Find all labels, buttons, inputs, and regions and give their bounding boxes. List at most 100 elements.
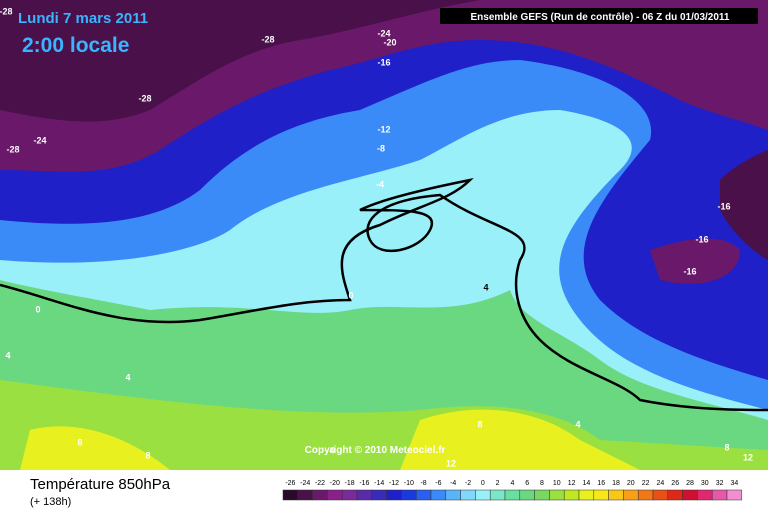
scale-label: 6 [525,480,529,487]
scale-label: 14 [583,480,591,487]
scale-swatch [593,489,609,501]
contour-label: 4 [483,282,488,292]
scale-swatch [371,489,387,501]
contour-label: 12 [743,452,753,462]
scale-label: 0 [481,480,485,487]
contour-label: -24 [377,28,390,38]
scale-label: 8 [540,480,544,487]
scale-swatch [697,489,713,501]
scale-label: 2 [496,480,500,487]
scale-label: 10 [553,480,561,487]
local-time: 2:00 locale [22,34,129,57]
scale-swatch [637,489,654,501]
scale-label: -24 [300,480,310,487]
scale-label: -22 [315,480,325,487]
scale-swatch [563,489,580,501]
footer-title: Température 850hPa [30,476,171,493]
contour-label: -12 [377,124,390,134]
scale-label: 4 [510,480,514,487]
contour-labels: -28 -24 -20 -16 -28 -24 -28 -28 -12 -8 -… [0,6,753,468]
scale-label: -20 [330,480,340,487]
scale-swatch [682,489,698,501]
contour-label: -16 [717,201,730,211]
scale-label: -4 [450,480,456,487]
contour-label: -16 [683,266,696,276]
contour-label: -28 [6,144,19,154]
contour-label: -24 [33,135,46,145]
map-field [0,0,768,470]
scale-swatch [386,489,402,501]
scale-label: -8 [420,480,426,487]
scale-label: 30 [701,480,709,487]
scale-swatch [623,489,639,501]
scale-swatch [297,489,313,501]
scale-label: -12 [389,480,399,487]
scale-label: 20 [627,480,635,487]
run-info: Ensemble GEFS (Run de contrôle) - 06 Z d… [471,12,730,23]
scale-label: 12 [568,480,576,487]
scale-swatch [282,489,299,501]
scale-swatch [711,489,728,501]
scale-label: -6 [435,480,441,487]
scale-swatch [445,489,461,501]
scale-label: -10 [404,480,414,487]
scale-label: 28 [686,480,694,487]
scale-label: 18 [612,480,620,487]
contour-label: -28 [0,6,13,16]
scale-swatch [504,489,521,501]
color-scale: -26 -24 -22 -20 -18 -16 -14 -12 -10 -8 -6 -4 -2 0 2 4 6 8… [282,480,743,501]
scale-swatch [430,489,447,501]
scale-swatch [312,489,328,501]
contour-label: 4 [575,419,580,429]
contour-label: 8 [145,450,150,460]
scale-label: 32 [716,480,724,487]
contour-label: -16 [377,57,390,67]
date: Lundi 7 mars 2011 [18,10,148,27]
scale-swatch [608,489,624,501]
scale-label: 22 [642,480,650,487]
scale-label: 34 [731,480,739,487]
scale-label: 26 [671,480,679,487]
scale-swatch [534,489,550,501]
scale-swatch [401,489,417,501]
contour-label: 8 [77,437,82,447]
scale-swatch [341,489,358,501]
scale-swatch [475,489,491,501]
scale-swatch [726,489,743,501]
contour-label: -8 [377,143,385,153]
contour-label: 0 [348,290,353,300]
footer-subtitle: (+ 138h) [30,496,71,508]
contour-label: 4 [125,372,130,382]
contour-label: -28 [138,93,151,103]
scale-label: 16 [597,480,605,487]
scale-swatch [415,489,432,501]
contour-label: -28 [261,34,274,44]
contour-label: 8 [724,442,729,452]
contour-label: -4 [376,179,384,189]
run-banner [440,8,758,24]
scale-swatch [460,489,476,501]
scale-label: -14 [374,480,384,487]
scale-swatch [489,489,506,501]
contour-label: 4 [329,445,334,455]
scale-swatch [667,489,683,501]
copyright: Copyright © 2010 Meteociel.fr [305,445,446,456]
scale-label: -2 [465,480,471,487]
scale-label: -16 [359,480,369,487]
scale-swatch [519,489,535,501]
contour-label: 8 [477,419,482,429]
scale-swatch [327,489,343,501]
scale-swatch [578,489,595,501]
contour-label: -16 [695,234,708,244]
contour-label: -20 [383,37,396,47]
scale-label: -26 [285,480,295,487]
scale-swatch [356,489,373,501]
scale-swatch [549,489,565,501]
contour-label: 4 [5,350,10,360]
scale-swatch [652,489,669,501]
contour-label: 0 [35,304,40,314]
scale-label: 24 [657,480,665,487]
scale-label: -18 [345,480,355,487]
contour-label: 12 [446,458,456,468]
